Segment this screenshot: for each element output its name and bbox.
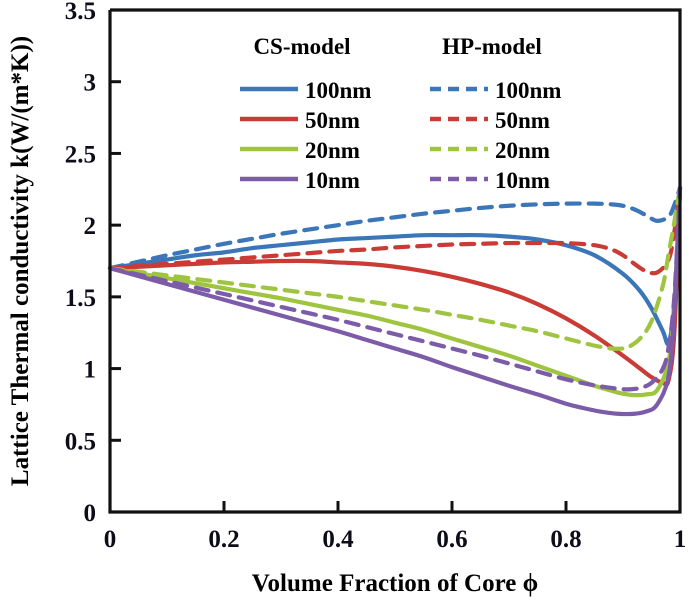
curves-layer — [107, 185, 683, 417]
x-axis-title: Volume Fraction of Core ϕ — [252, 570, 538, 597]
y-tick-label-1: 1 — [84, 357, 97, 384]
legend-label-hp-10nm: 10nm — [495, 168, 550, 193]
legend-group-header-cs-model: CS-model — [253, 34, 350, 59]
series-line-hp-model-100nm — [107, 185, 683, 271]
y-tick-label-0.5: 0.5 — [65, 428, 96, 455]
x-tick-label-0.6: 0.6 — [436, 526, 467, 553]
legend-label-hp-20nm: 20nm — [495, 138, 550, 163]
legend-label-hp-100nm: 100nm — [495, 78, 561, 103]
y-tick-label-2.5: 2.5 — [65, 141, 96, 168]
y-tick-label-0: 0 — [84, 500, 97, 527]
y-tick-label-3: 3 — [84, 70, 97, 97]
legend-label-hp-50nm: 50nm — [495, 108, 550, 133]
plot-frame — [108, 8, 682, 514]
chart-legend: CS-model HP-model 100nm 100nm 50nm 50nm 20nm 20… — [240, 34, 561, 193]
series-line-hp-model-50nm — [107, 185, 683, 276]
legend-label-cs-10nm: 10nm — [305, 168, 360, 193]
legend-label-cs-100nm: 100nm — [305, 78, 371, 103]
y-axis-title: Lattice Thermal conductivity k(W/(m*K)) — [7, 36, 34, 486]
legend-label-cs-20nm: 20nm — [305, 138, 360, 163]
legend-label-cs-50nm: 50nm — [305, 108, 360, 133]
series-line-hp-model-10nm — [107, 185, 683, 392]
y-tick-label-1.5: 1.5 — [65, 285, 96, 312]
y-tick-label-3.5: 3.5 — [65, 0, 96, 25]
x-tick-label-0.2: 0.2 — [208, 526, 239, 553]
x-tick-label-0.8: 0.8 — [550, 526, 581, 553]
legend-group-header-hp-model: HP-model — [442, 34, 542, 59]
series-line-hp-model-20nm — [107, 185, 683, 351]
y-tick-label-2: 2 — [84, 213, 97, 240]
tick-labels-layer: 0 0.5 1 1.5 2 2.5 3 3.5 0 0.2 0.4 0.6 0.8 1 — [65, 0, 687, 553]
x-tick-label-0.4: 0.4 — [322, 526, 354, 553]
series-line-cs-model-10nm — [107, 185, 683, 417]
axes-layer — [108, 8, 682, 514]
series-line-cs-model-20nm — [107, 185, 683, 398]
x-tick-label-1: 1 — [674, 526, 687, 553]
x-tick-label-0: 0 — [104, 526, 117, 553]
series-line-cs-model-100nm — [107, 185, 683, 346]
